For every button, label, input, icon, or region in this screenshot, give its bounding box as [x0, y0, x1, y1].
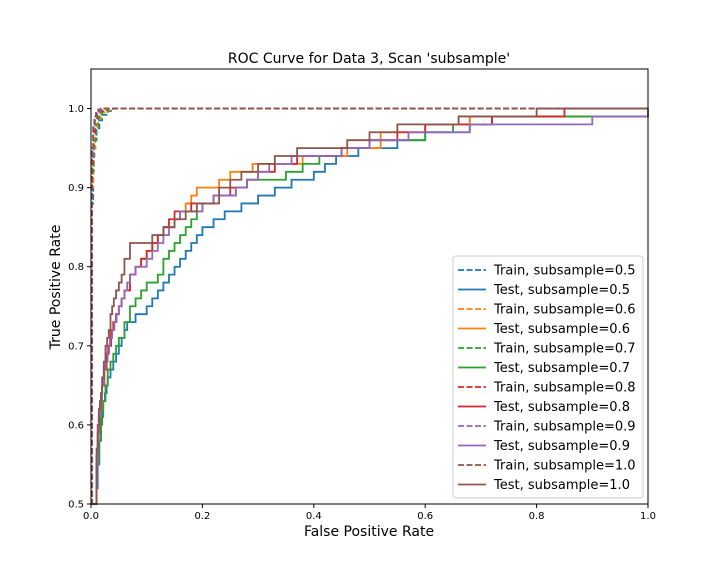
legend-label-11: Test, subsample=1.0 [493, 478, 630, 493]
y-tick-label: 0.6 [68, 420, 84, 431]
x-axis-ticks: 0.0 0.2 0.4 0.6 0.8 1.0 [83, 504, 656, 522]
series-line-9 [91, 108, 649, 505]
series-line-11 [91, 107, 648, 505]
legend-box [452, 255, 644, 499]
x-tick-label: 0.8 [529, 511, 545, 522]
series-layer [91, 107, 649, 505]
y-tick-label: 0.8 [68, 262, 84, 273]
chart-title: ROC Curve for Data 3, Scan 'subsample' [228, 51, 510, 67]
legend-label-2: Train, subsample=0.6 [493, 303, 636, 318]
x-tick-label: 1.0 [640, 511, 656, 522]
y-tick-label: 0.7 [68, 341, 84, 352]
legend-label-9: Test, subsample=0.9 [493, 439, 630, 454]
legend-label-1: Test, subsample=0.5 [493, 283, 630, 298]
y-axis-ticks: 0.5 0.6 0.7 0.8 0.9 1.0 [68, 104, 91, 511]
x-tick-label: 0.2 [194, 511, 210, 522]
y-axis-label: True Positive Rate [48, 225, 64, 351]
y-tick-label: 0.5 [68, 500, 84, 511]
legend-label-6: Train, subsample=0.8 [493, 381, 636, 396]
legend-label-10: Train, subsample=1.0 [493, 459, 636, 474]
legend-label-8: Train, subsample=0.9 [493, 420, 636, 435]
x-axis-label: False Positive Rate [304, 524, 434, 540]
legend-label-3: Test, subsample=0.6 [493, 322, 630, 337]
legend-label-4: Train, subsample=0.7 [493, 342, 636, 357]
y-tick-label: 0.9 [68, 183, 84, 194]
y-tick-label: 1.0 [68, 104, 84, 115]
x-tick-label: 0.6 [417, 511, 433, 522]
plot-area [90, 68, 649, 505]
legend-label-7: Test, subsample=0.8 [493, 400, 630, 415]
x-tick-label: 0.0 [83, 511, 99, 522]
legend-label-5: Test, subsample=0.7 [493, 361, 630, 376]
axes-frame [90, 68, 649, 505]
legend: Train, subsample=0.5 Test, subsample=0.5 T… [452, 255, 644, 499]
x-tick-label: 0.4 [306, 511, 322, 522]
legend-label-0: Train, subsample=0.5 [493, 264, 636, 279]
series-line-10 [91, 107, 648, 505]
